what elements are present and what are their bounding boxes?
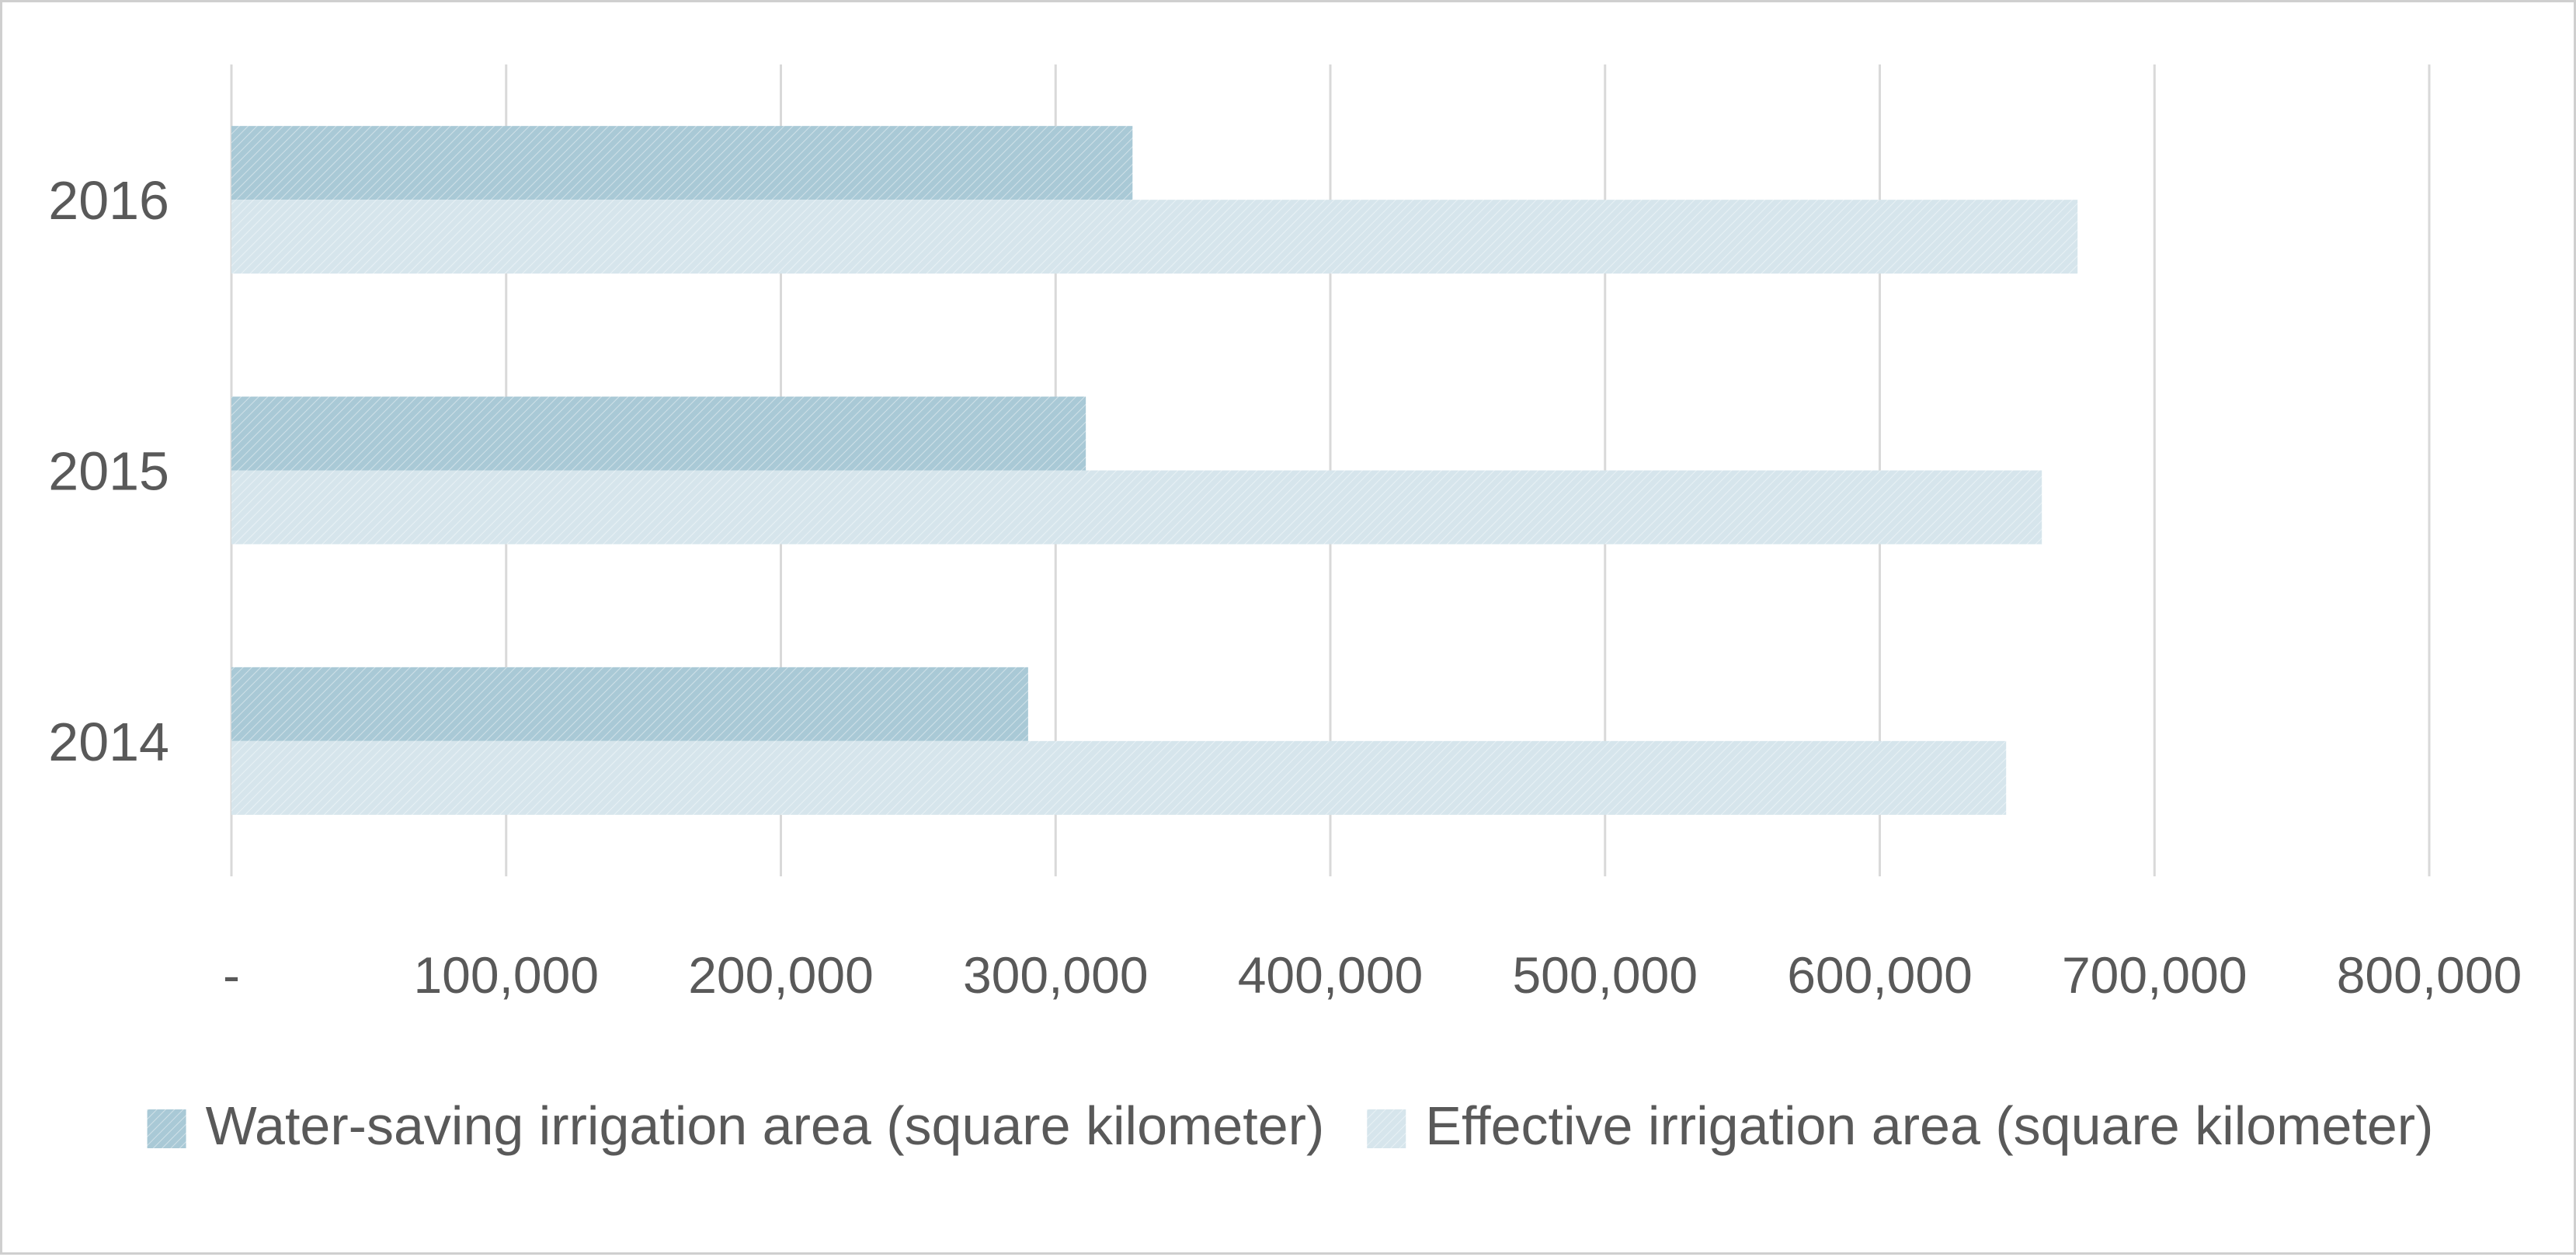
bar-2016-series-0 <box>231 126 1133 200</box>
legend-item-0: Water-saving irrigation area (square kil… <box>147 1095 1325 1156</box>
axis-layer: - 100,000 200,000 300,000 400,000 500,000 600,… <box>48 170 2522 1004</box>
x-tick-label: 700,000 <box>2062 946 2247 1004</box>
x-tick-label: 200,000 <box>688 946 874 1004</box>
bar-2015-series-1 <box>231 470 2042 545</box>
x-tick-label: 400,000 <box>1238 946 1424 1004</box>
x-tick-label: 600,000 <box>1787 946 1973 1004</box>
legend-item-1: Effective irrigation area (square kilome… <box>1367 1095 2433 1156</box>
legend: Water-saving irrigation area (square kil… <box>147 1095 2433 1156</box>
bar-2015-series-0 <box>231 396 1086 471</box>
category-label: 2015 <box>48 441 169 502</box>
x-tick-label: 500,000 <box>1512 946 1698 1004</box>
bar-2016-series-1 <box>231 200 2078 274</box>
bar-layer <box>231 126 2078 815</box>
x-tick-label: 800,000 <box>2337 946 2522 1004</box>
legend-label: Water-saving irrigation area (square kil… <box>206 1095 1325 1156</box>
legend-swatch <box>1367 1109 1406 1148</box>
category-label: 2014 <box>48 712 169 772</box>
x-tick-label: - <box>223 946 240 1004</box>
x-tick-label: 100,000 <box>413 946 599 1004</box>
legend-label: Effective irrigation area (square kilome… <box>1425 1095 2433 1156</box>
bar-2014-series-1 <box>231 740 2007 815</box>
bar-2014-series-0 <box>231 667 1028 741</box>
category-label: 2016 <box>48 170 169 231</box>
x-tick-label: 300,000 <box>963 946 1149 1004</box>
legend-swatch <box>147 1109 186 1148</box>
